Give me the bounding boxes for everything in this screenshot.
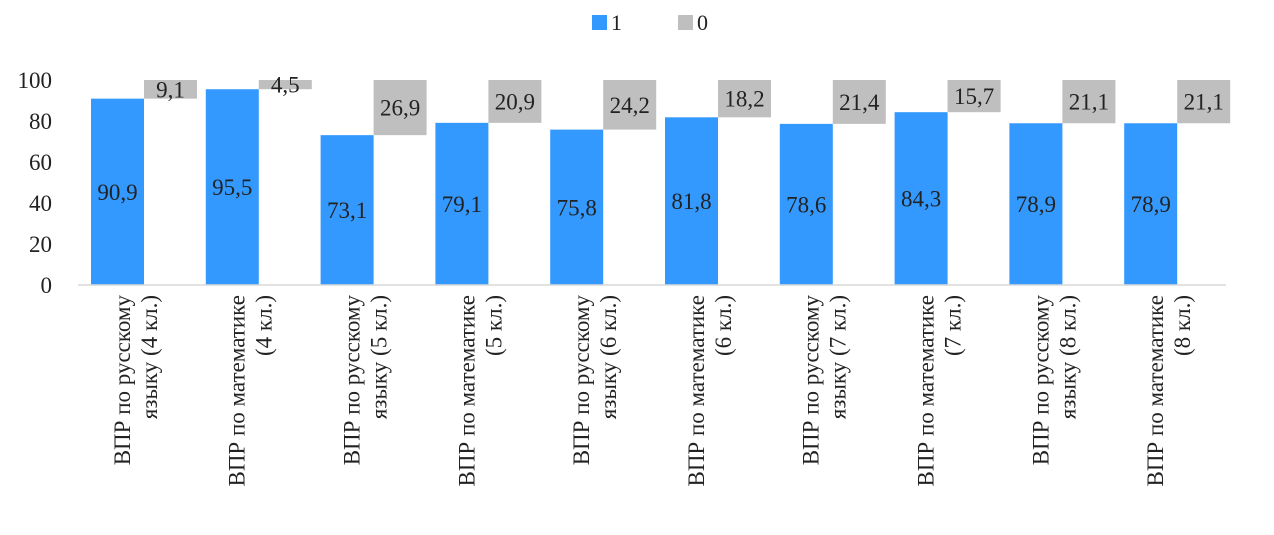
x-category-label-line: (6 кл.) [711, 295, 736, 356]
legend-swatch-0 [592, 15, 607, 30]
data-label-series1-6: 78,6 [786, 192, 826, 217]
bar-series0-4 [603, 80, 657, 130]
x-category-label-2: ВПР по русскому языку (5 кл.) [340, 295, 392, 466]
x-category-label-line: ВПР по русскому [340, 295, 365, 466]
data-label-series1-8: 78,9 [1016, 192, 1056, 217]
bar-series0-1 [258, 80, 312, 90]
data-label-series0-1: 4,5 [271, 73, 300, 98]
y-tick-label-2: 40 [29, 191, 52, 216]
y-tick-label-0: 0 [41, 273, 53, 298]
bar-series0-5 [718, 80, 771, 118]
bar-series0-6 [832, 80, 886, 124]
bar-series0-2 [373, 80, 427, 136]
data-label-series0-2: 26,9 [380, 96, 420, 121]
x-category-label-line: языку (7 кл.) [826, 295, 851, 419]
x-category-label-4: ВПР по русскому языку (6 кл.) [569, 295, 621, 466]
bar-series1-2 [320, 135, 374, 285]
x-category-label-6: ВПР по русскому языку (7 кл.) [799, 295, 851, 466]
y-tick-label-1: 20 [29, 232, 52, 257]
bar-series1-5 [665, 117, 718, 285]
x-category-label-line: языку (5 кл.) [367, 295, 392, 419]
x-category-label-line: ВПР по математике [225, 295, 250, 487]
x-axis: ВПР по русскому языку (4 кл.) ВПР по матем… [78, 284, 1226, 487]
bars: 90,9 9,1 95,5 4,5 73,1 26,9 79,1 20,9 75,8 24,2 81… [91, 73, 1231, 286]
data-label-series0-3: 20,9 [495, 89, 535, 114]
data-label-series1-5: 81,8 [671, 189, 711, 214]
data-label-series0-5: 18,2 [724, 87, 764, 112]
y-tick-label-4: 80 [29, 109, 52, 134]
data-label-series1-4: 75,8 [557, 195, 597, 220]
legend-swatch-1 [678, 15, 693, 30]
bar-series1-6 [779, 123, 833, 286]
x-category-label-line: ВПР по русскому [1028, 295, 1053, 466]
legend-label-0: 1 [611, 10, 622, 35]
x-category-label-3: ВПР по математике (5 кл.) [454, 295, 506, 487]
x-category-label-0: ВПР по русскому языку (4 кл.) [110, 295, 162, 466]
x-category-label-line: языку (6 кл.) [596, 295, 621, 419]
bar-series1-9 [1124, 123, 1178, 285]
x-category-label-line: ВПР по русскому [569, 295, 594, 466]
y-tick-label-5: 100 [18, 68, 53, 93]
bar-series0-0 [144, 80, 197, 99]
bar-series1-7 [894, 112, 948, 285]
x-category-label-9: ВПР по математике (8 кл.) [1143, 295, 1195, 487]
bar-series0-3 [488, 80, 542, 123]
x-category-label-line: (5 кл.) [481, 295, 506, 356]
y-tick-label-3: 60 [29, 150, 52, 175]
x-category-label-line: (8 кл.) [1170, 295, 1195, 356]
data-label-series0-7: 15,7 [954, 84, 994, 109]
x-category-label-line: ВПР по русскому [110, 295, 135, 466]
bar-series0-8 [1062, 80, 1116, 124]
x-category-label-line: ВПР по математике [684, 295, 709, 487]
x-category-label-line: ВПР по математике [914, 295, 939, 487]
bar-series0-7 [947, 80, 1001, 113]
x-category-label-line: языку (8 кл.) [1055, 295, 1080, 419]
data-label-series0-6: 21,4 [839, 90, 880, 115]
x-category-label-5: ВПР по математике (6 кл.) [684, 295, 736, 487]
x-category-label-7: ВПР по математике (7 кл.) [914, 295, 966, 487]
x-category-label-8: ВПР по русскому языку (8 кл.) [1028, 295, 1080, 466]
bar-series0-9 [1177, 80, 1231, 124]
data-label-series1-9: 78,9 [1131, 192, 1171, 217]
bar-series1-4 [550, 129, 604, 285]
data-label-series0-0: 9,1 [156, 77, 185, 102]
x-category-label-line: ВПР по математике [1143, 295, 1168, 487]
x-category-label-line: (4 кл.) [252, 295, 277, 356]
x-category-label-line: ВПР по русскому [799, 295, 824, 466]
data-label-series0-4: 24,2 [610, 93, 650, 118]
data-label-series1-0: 90,9 [97, 180, 137, 205]
x-category-label-line: ВПР по математике [454, 295, 479, 487]
data-label-series1-2: 73,1 [327, 198, 367, 223]
bar-series1-0 [91, 98, 144, 285]
data-label-series0-8: 21,1 [1069, 90, 1109, 115]
x-category-label-line: языку (4 кл.) [137, 295, 162, 419]
data-label-series1-3: 79,1 [442, 192, 482, 217]
y-axis: 0 20 40 60 80 100 [18, 68, 53, 298]
x-category-label-line: (7 кл.) [941, 295, 966, 356]
x-category-label-1: ВПР по математике (4 кл.) [225, 295, 277, 487]
data-label-series1-7: 84,3 [901, 187, 941, 212]
data-label-series1-1: 95,5 [212, 175, 252, 200]
bar-series1-3 [435, 122, 489, 285]
bar-series1-8 [1009, 123, 1063, 285]
bar-series1-1 [205, 89, 259, 285]
data-label-series0-9: 21,1 [1184, 90, 1224, 115]
legend-label-1: 0 [697, 10, 708, 35]
